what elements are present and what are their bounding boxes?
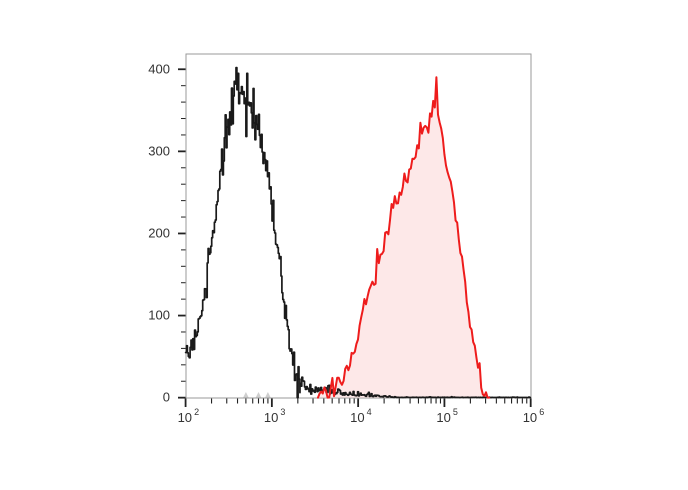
svg-text:100: 100: [148, 308, 170, 323]
svg-text:3: 3: [280, 407, 285, 417]
svg-text:5: 5: [453, 407, 458, 417]
svg-text:300: 300: [148, 143, 170, 158]
svg-text:4: 4: [367, 407, 372, 417]
svg-text:10: 10: [523, 410, 537, 425]
svg-text:10: 10: [436, 410, 450, 425]
svg-text:10: 10: [350, 410, 364, 425]
svg-text:6: 6: [539, 407, 544, 417]
svg-text:0: 0: [163, 390, 170, 405]
svg-text:400: 400: [148, 61, 170, 76]
svg-text:10: 10: [178, 410, 192, 425]
svg-text:200: 200: [148, 225, 170, 240]
svg-text:2: 2: [194, 407, 199, 417]
svg-text:10: 10: [264, 410, 278, 425]
